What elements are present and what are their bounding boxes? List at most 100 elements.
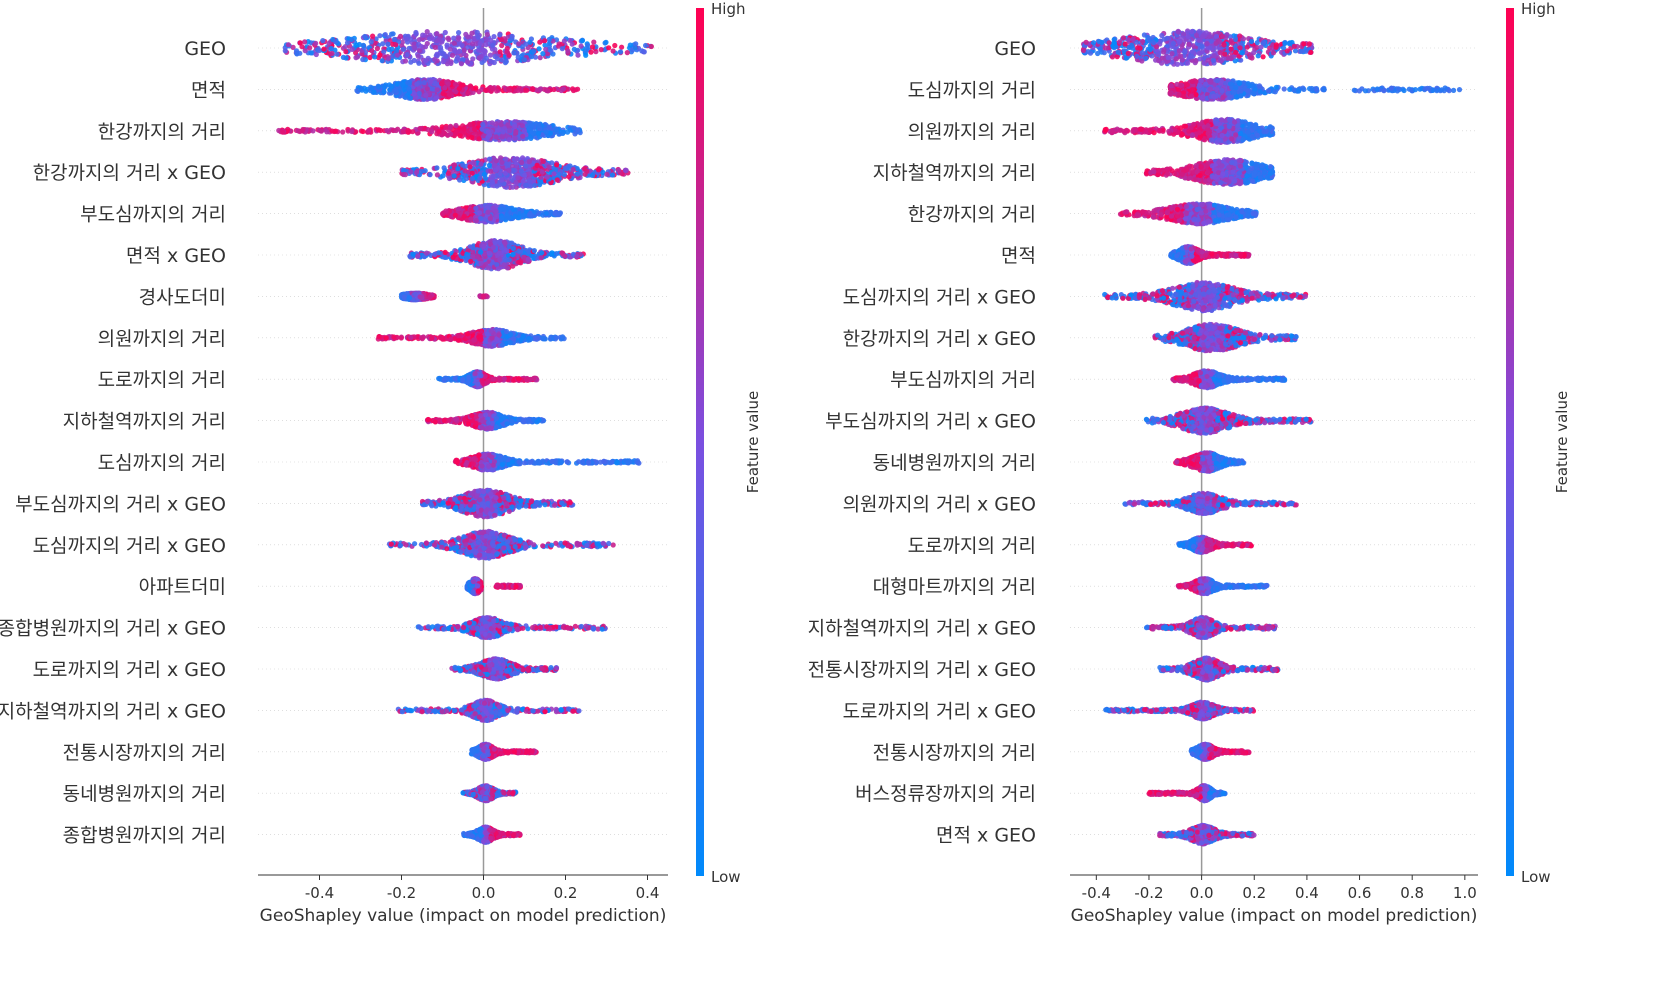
- swarm-point: [618, 49, 623, 54]
- swarm-point: [572, 47, 577, 52]
- swarm-point: [412, 92, 417, 97]
- swarm-point: [603, 40, 608, 45]
- swarm-point: [543, 47, 548, 52]
- swarm-point: [559, 88, 564, 93]
- swarm-point: [403, 95, 408, 100]
- swarm-point: [385, 42, 390, 47]
- swarm-point: [465, 91, 470, 96]
- swarm-point: [393, 88, 398, 93]
- swarm-point: [438, 45, 443, 50]
- feature-swarm: [354, 77, 580, 102]
- swarm-point: [321, 47, 326, 52]
- swarm-point: [625, 50, 630, 55]
- swarm-point: [423, 93, 428, 98]
- swarm-point: [370, 34, 375, 39]
- swarm-point: [451, 36, 456, 41]
- swarm-point: [330, 51, 335, 56]
- swarm-point: [447, 92, 452, 97]
- swarm-point: [456, 30, 461, 35]
- swarm-point: [414, 82, 419, 87]
- swarm-point: [448, 61, 453, 66]
- swarm-point: [386, 56, 391, 61]
- swarm-point: [480, 47, 485, 52]
- swarm-point: [375, 46, 380, 51]
- swarm-point: [417, 37, 422, 42]
- swarm-point: [560, 46, 565, 51]
- swarm-point: [398, 34, 403, 39]
- swarm-point: [401, 47, 406, 52]
- swarm-point: [488, 38, 493, 43]
- swarm-point: [518, 88, 523, 93]
- swarm-point: [547, 37, 552, 42]
- swarm-point: [335, 52, 340, 57]
- swarm-point: [341, 55, 346, 60]
- swarm-point: [522, 57, 527, 62]
- swarm-point: [570, 42, 575, 47]
- swarm-point: [360, 57, 365, 62]
- swarm-point: [523, 87, 528, 92]
- swarm-point: [599, 47, 604, 52]
- swarm-point: [372, 54, 377, 59]
- swarm-point: [317, 48, 322, 53]
- swarm-point: [441, 91, 446, 96]
- swarm-point: [499, 37, 504, 42]
- swarm-point: [497, 32, 502, 37]
- swarm-point: [443, 30, 448, 35]
- swarm-point: [590, 44, 595, 49]
- left-beeswarm-panel: GEO면적한강까지의 거리한강까지의 거리 x GEO부도심까지의 거리면적 x…: [0, 8, 668, 926]
- swarm-point: [395, 53, 400, 58]
- swarm-point: [510, 34, 515, 39]
- feature-swarm: [276, 119, 583, 142]
- swarm-point: [649, 44, 654, 49]
- swarm-point: [499, 43, 504, 48]
- swarm-point: [579, 44, 584, 49]
- swarm-point: [516, 55, 521, 60]
- swarm-point: [343, 49, 348, 54]
- swarm-point: [575, 53, 580, 58]
- swarm-point: [389, 46, 394, 51]
- swarm-point: [462, 48, 467, 53]
- swarm-point: [413, 30, 418, 35]
- swarm-point: [416, 61, 421, 66]
- swarm-point: [361, 43, 366, 48]
- swarm-point: [440, 51, 445, 56]
- swarm-point: [523, 42, 528, 47]
- swarm-point: [580, 38, 585, 43]
- swarm-point: [460, 43, 465, 48]
- swarm-point: [469, 31, 474, 36]
- swarm-point: [333, 39, 338, 44]
- swarm-point: [490, 86, 495, 91]
- swarm-point: [380, 58, 385, 63]
- swarm-point: [403, 58, 408, 63]
- swarm-point: [298, 40, 303, 45]
- swarm-point: [499, 57, 504, 62]
- swarm-point: [619, 45, 624, 50]
- swarm-point: [406, 86, 411, 91]
- swarm-point: [423, 44, 428, 49]
- swarm-point: [448, 47, 453, 52]
- swarm-point: [643, 43, 648, 48]
- swarm-point: [490, 43, 495, 48]
- swarm-point: [633, 41, 638, 46]
- swarm-point: [545, 88, 550, 93]
- swarm-point: [642, 49, 647, 54]
- swarm-point: [591, 40, 596, 45]
- swarm-point: [565, 48, 570, 53]
- swarm-point: [537, 46, 542, 51]
- swarm-point: [453, 82, 458, 87]
- swarm-point: [483, 88, 488, 93]
- swarm-point: [465, 34, 470, 39]
- swarm-point: [606, 45, 611, 50]
- swarm-point: [478, 41, 483, 46]
- swarm-point: [392, 37, 397, 42]
- swarm-point: [380, 41, 385, 46]
- swarm-point: [423, 58, 428, 63]
- swarm-point: [354, 88, 359, 93]
- swarm-point: [611, 48, 616, 53]
- swarm-point: [485, 32, 490, 37]
- swarm-point: [369, 39, 374, 44]
- beeswarm-points: [276, 29, 654, 845]
- swarm-point: [531, 49, 536, 54]
- swarm-point: [383, 32, 388, 37]
- swarm-point: [349, 37, 354, 42]
